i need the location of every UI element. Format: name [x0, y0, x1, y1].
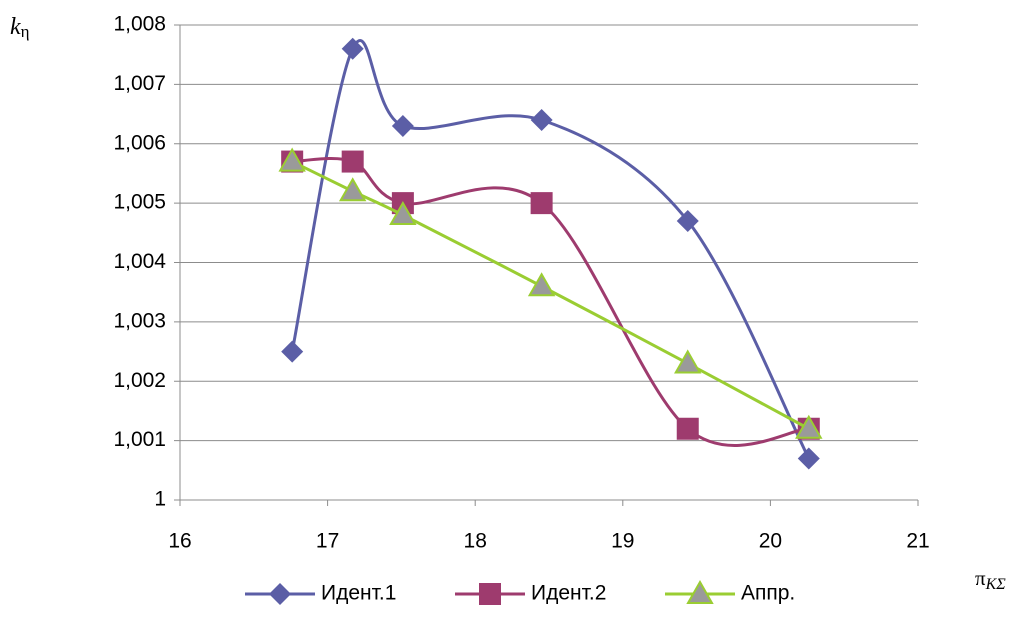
- data-point: [338, 177, 367, 202]
- data-point: [676, 417, 699, 440]
- data-point: [674, 349, 702, 374]
- x-tick-label: 18: [464, 530, 487, 553]
- data-point: [389, 200, 417, 225]
- data-point: [797, 447, 820, 470]
- x-tick-label: 17: [316, 530, 339, 553]
- data-point: [795, 414, 823, 439]
- data-point: [341, 150, 364, 173]
- data-point: [278, 147, 306, 172]
- legend-label: Аппр.: [741, 582, 795, 605]
- y-tick-label: 1,003: [113, 309, 166, 332]
- x-tick-label: 16: [168, 530, 191, 553]
- data-point: [530, 109, 553, 131]
- legend-label: Идент.2: [531, 582, 606, 605]
- y-axis-label: kη: [10, 14, 30, 41]
- y-tick-label: 1: [154, 488, 166, 511]
- x-tick-label: 19: [611, 530, 634, 553]
- series-line: [290, 39, 811, 460]
- y-tick-label: 1,005: [113, 191, 166, 214]
- y-tick-label: 1,001: [113, 428, 166, 451]
- legend-marker: [686, 579, 714, 604]
- y-tick-label: 1,008: [113, 13, 166, 36]
- data-point: [391, 114, 414, 137]
- data-point: [676, 209, 699, 232]
- y-tick-label: 1,002: [113, 369, 166, 392]
- data-point: [341, 37, 364, 60]
- y-tick-label: 1,004: [113, 250, 166, 273]
- data-point: [281, 340, 304, 363]
- x-axis-label: πKΣ: [975, 566, 1006, 593]
- x-tick-label: 20: [759, 530, 782, 553]
- y-tick-label: 1,006: [113, 131, 166, 154]
- data-point: [530, 192, 553, 215]
- legend-marker: [479, 583, 501, 605]
- legend-label: Идент.1: [321, 582, 396, 605]
- data-point: [527, 272, 556, 297]
- legend-marker: [269, 583, 291, 605]
- x-tick-label: 21: [906, 530, 929, 553]
- y-tick-label: 1,007: [113, 72, 166, 95]
